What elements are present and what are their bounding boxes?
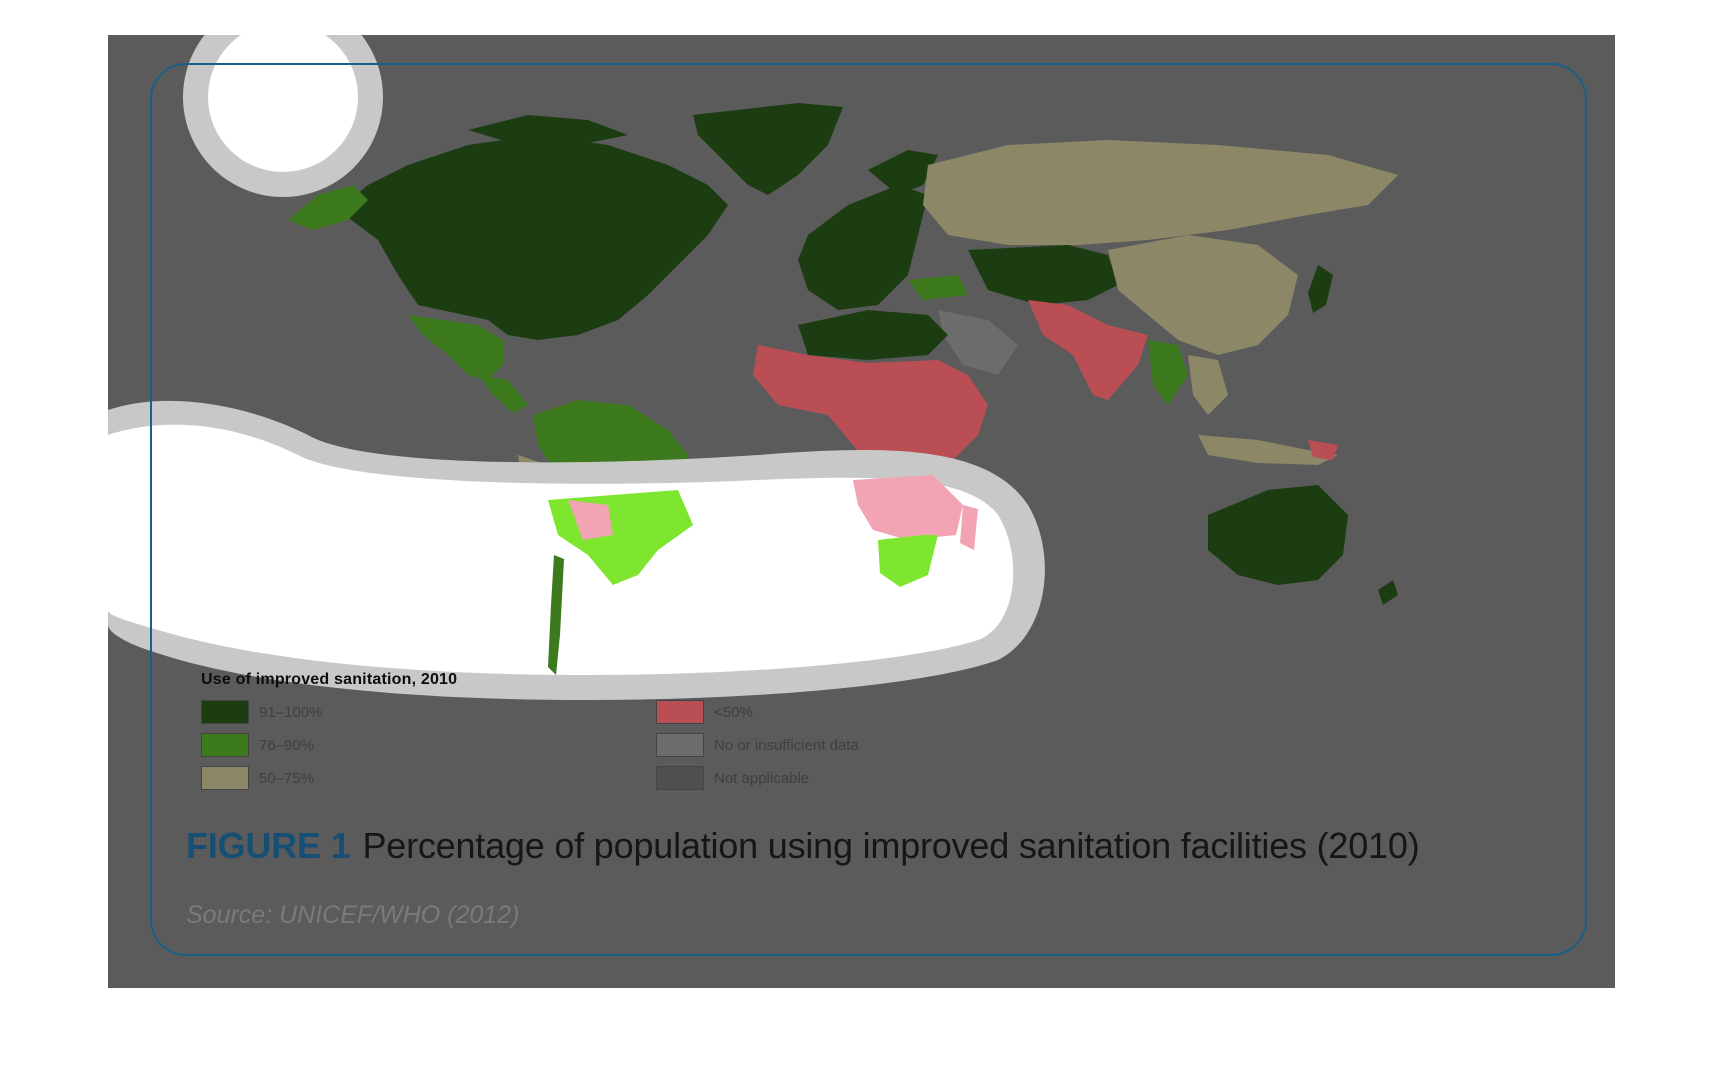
region-north-america — [338, 135, 728, 340]
legend-label: Not applicable — [714, 769, 810, 787]
region-alaska — [288, 185, 368, 230]
legend-item-91-100: 91–100% — [201, 699, 322, 725]
region-south-africa-highlight — [878, 535, 938, 587]
region-sub-saharan-africa — [753, 345, 988, 480]
legend-item-not-applicable: Not applicable — [656, 765, 809, 791]
legend-swatch — [201, 766, 249, 790]
region-north-africa — [798, 310, 948, 360]
figure-caption: FIGURE 1 Percentage of population using i… — [186, 825, 1420, 867]
region-mexico — [408, 315, 503, 380]
region-arabia — [938, 310, 1018, 375]
region-scandinavia — [868, 150, 938, 195]
region-chile-highlight — [548, 555, 564, 675]
region-madagascar-highlight — [960, 505, 978, 550]
figure-frame — [150, 63, 1587, 956]
region-europe — [798, 185, 928, 310]
legend-swatch — [656, 766, 704, 790]
region-png — [1308, 440, 1338, 460]
legend-item-76-90: 76–90% — [201, 732, 314, 758]
legend-title: Use of improved sanitation, 2010 — [201, 671, 458, 688]
legend-item-under-50: <50% — [656, 699, 753, 725]
region-australia — [1208, 485, 1348, 585]
region-turkey — [908, 275, 968, 300]
figure-page: Use of improved sanitation, 2010 91–100%… — [108, 35, 1615, 988]
figure-label: FIGURE 1 — [186, 825, 351, 866]
legend-label: 91–100% — [259, 703, 323, 721]
region-central-america — [478, 375, 528, 413]
region-indochina — [1188, 355, 1228, 415]
region-southern-africa-highlight — [853, 475, 963, 540]
region-greenland — [693, 103, 843, 195]
legend-label: 76–90% — [259, 736, 315, 754]
legend-item-50-75: 50–75% — [201, 765, 314, 791]
region-bolivia-highlight — [568, 500, 613, 540]
legend-swatch — [656, 700, 704, 724]
legend-label: 50–75% — [259, 769, 315, 787]
region-southeast-asia — [1148, 340, 1188, 405]
legend-swatch — [201, 733, 249, 757]
region-arctic-islands — [468, 115, 628, 145]
region-japan — [1308, 265, 1333, 313]
legend-swatch — [201, 700, 249, 724]
legend-label: <50% — [714, 703, 753, 721]
region-south-asia — [1028, 300, 1148, 400]
legend-item-no-data: No or insufficient data — [656, 732, 859, 758]
legend-swatch — [656, 733, 704, 757]
overlay-southern-band — [108, 424, 1014, 675]
world-sanitation-map — [108, 35, 1398, 700]
legend-label: No or insufficient data — [714, 736, 859, 754]
region-russia — [923, 140, 1398, 245]
region-china — [1108, 235, 1298, 355]
overlay-top-left-spot — [208, 35, 358, 172]
figure-source: Source: UNICEF/WHO (2012) — [186, 901, 520, 929]
region-central-asia — [968, 245, 1118, 305]
region-indonesia — [1198, 435, 1338, 465]
region-new-zealand — [1378, 580, 1398, 605]
figure-caption-text: Percentage of population using improved … — [362, 825, 1420, 866]
